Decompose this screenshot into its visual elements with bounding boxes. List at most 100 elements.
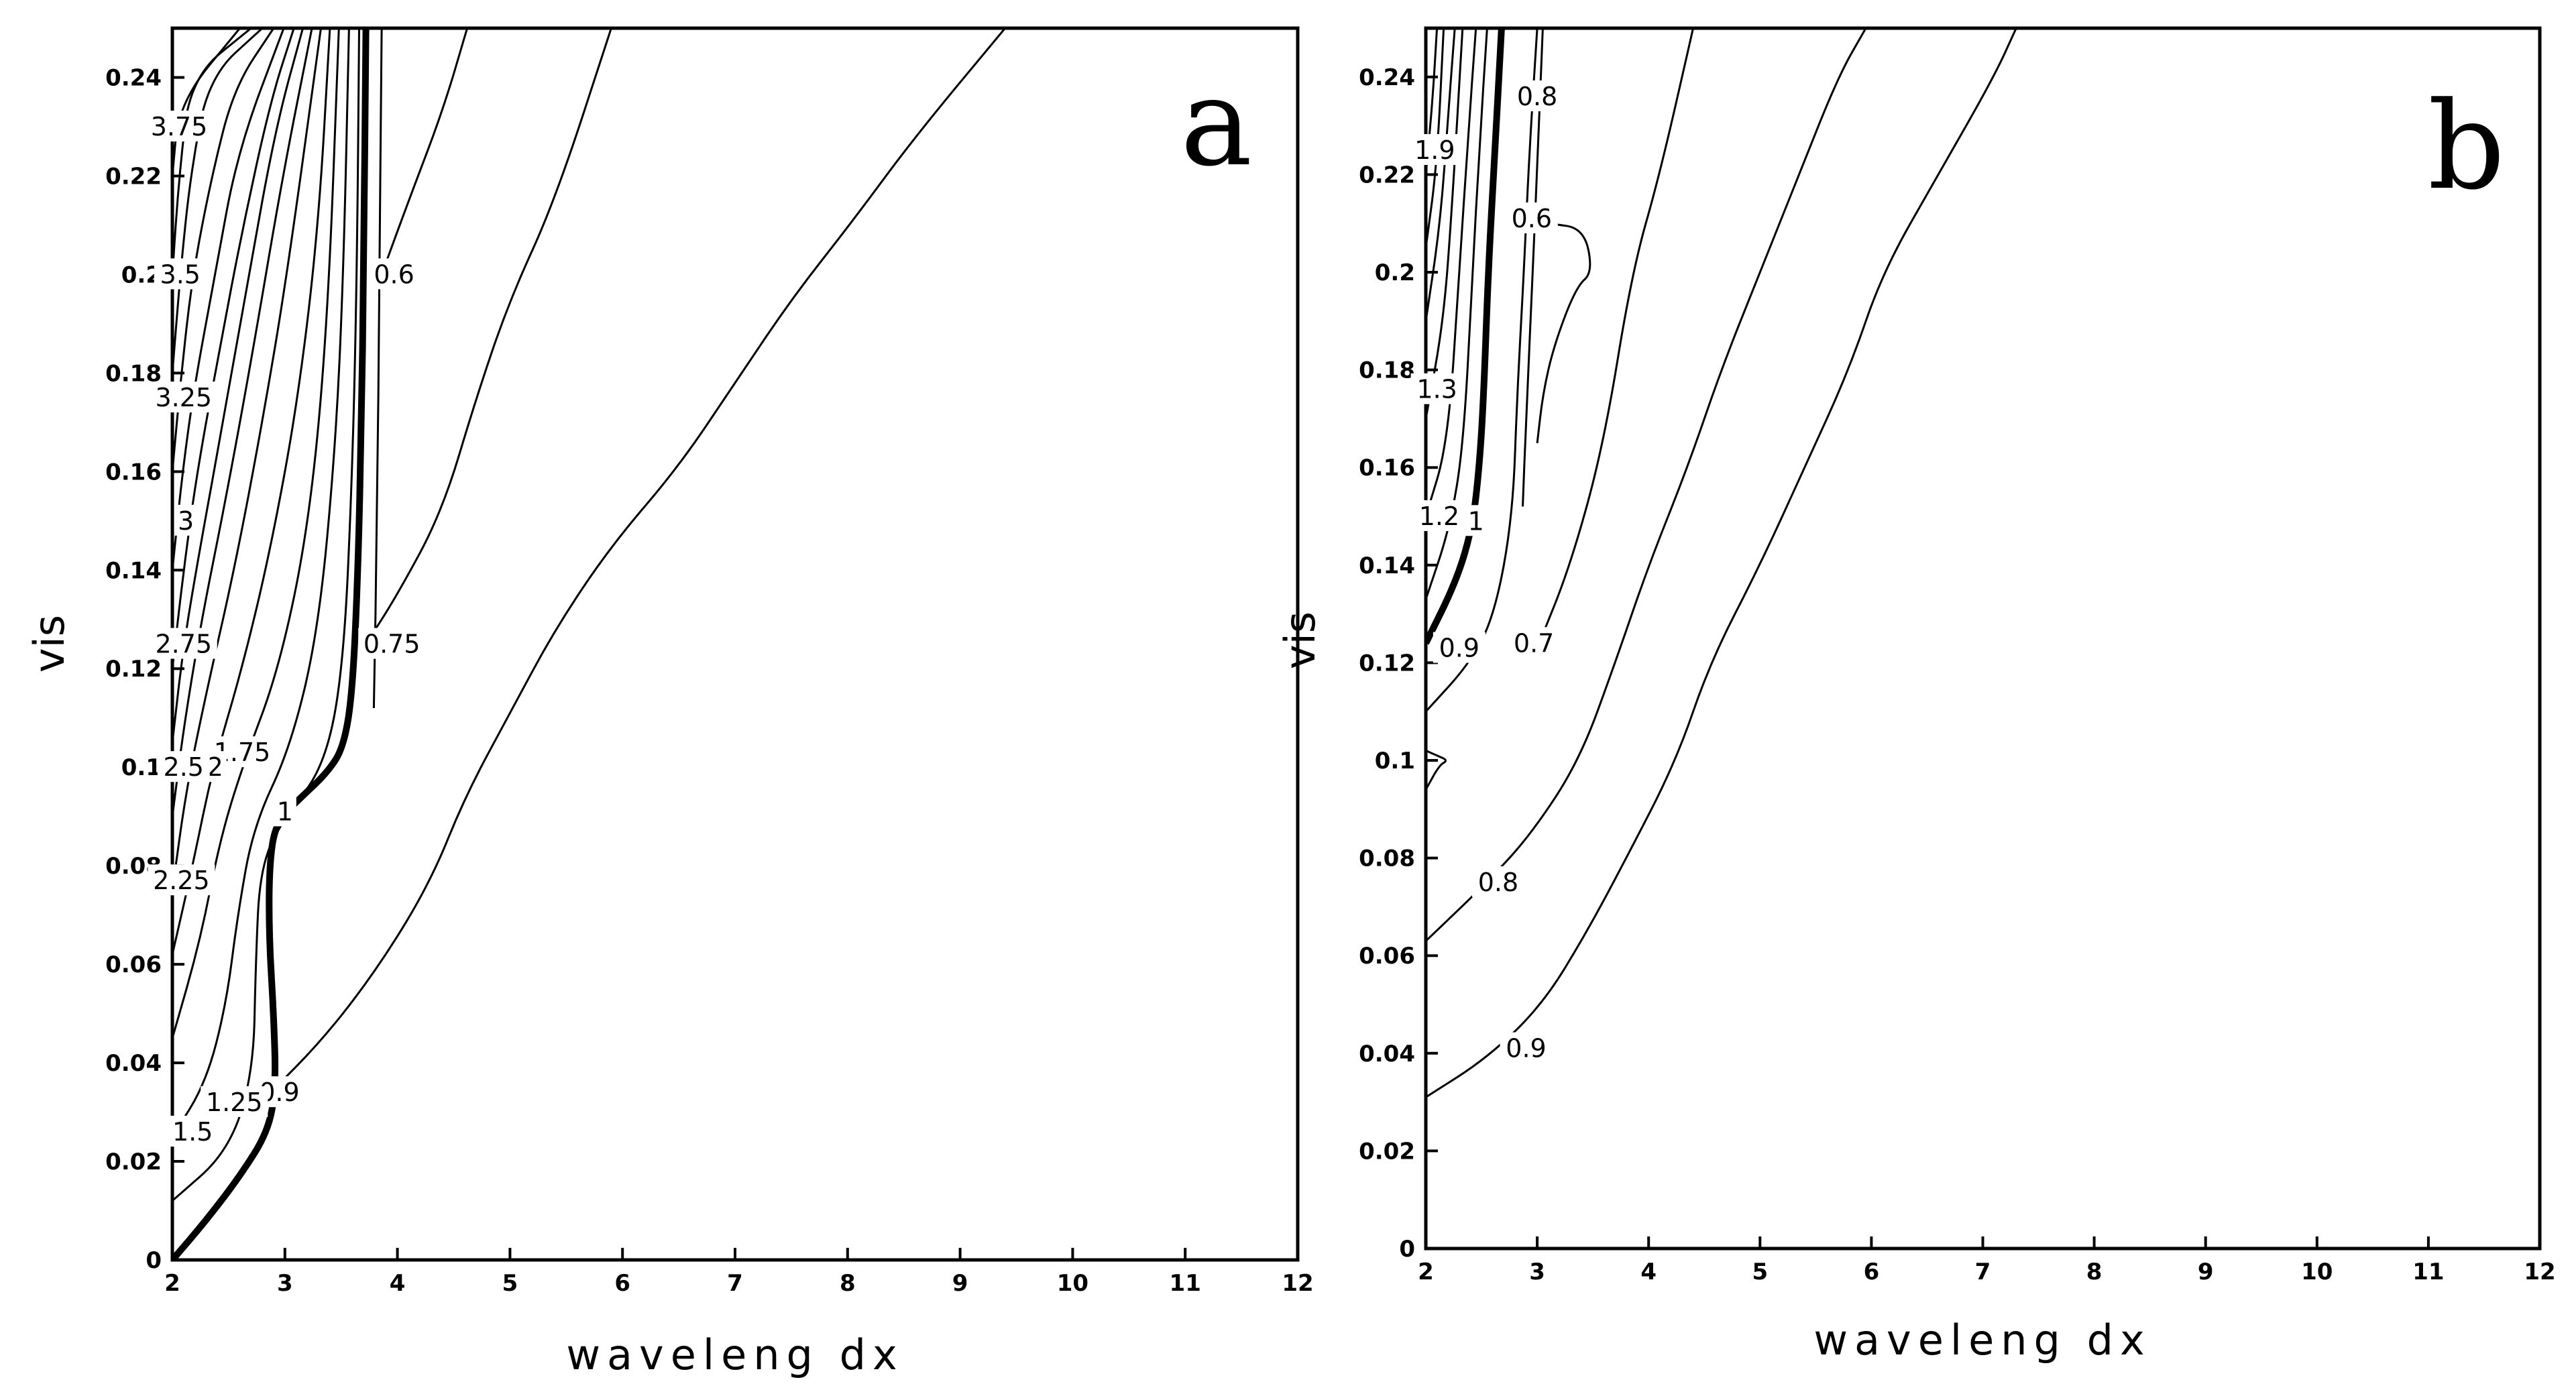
panel-a-contour-label-bg-12 bbox=[174, 504, 198, 536]
panel-b-contour-0.8-inner bbox=[1522, 28, 1544, 507]
panel-b-contours: 1 0.9 0.8 0.7 0.9 0.8 0.6 1.2 1.3 1.9 bbox=[1408, 28, 2017, 1098]
panel-b-x-tick-label-0: 2 bbox=[1418, 1259, 1434, 1285]
panel-b-contour-label-bg-2 bbox=[1471, 866, 1524, 897]
panel-a-contour-label-9: 2.25 bbox=[153, 866, 210, 895]
panel-b-xlabel: waveleng dx bbox=[1813, 1316, 2151, 1365]
panel-b-x-ticks: 2 3 4 5 6 7 8 9 10 11 12 bbox=[1418, 1236, 2556, 1285]
panel-b-y-tick-label-9: 0.18 bbox=[1359, 357, 1415, 384]
panel-a-y-tick-label-8: 0.16 bbox=[105, 459, 162, 485]
panel-b-contour-label-5: 0.8 bbox=[1517, 82, 1557, 111]
panel-a-contour-label-5: 1.25 bbox=[206, 1088, 263, 1117]
panel-a-frame bbox=[170, 26, 1300, 1262]
panel-a-contour-label-bg-9 bbox=[148, 864, 215, 896]
panel-b-contour-label-bg-4 bbox=[1433, 632, 1486, 663]
panel-a-contour-0.9 bbox=[265, 28, 1006, 1098]
panel-a-contour-label-bg-13 bbox=[150, 382, 217, 413]
panel-a-x-tick-label-4: 6 bbox=[614, 1270, 630, 1297]
panel-b-x-tick-label-3: 5 bbox=[1752, 1259, 1768, 1285]
panel-a-x-tick-label-7: 9 bbox=[952, 1270, 968, 1297]
panel-a-y-tick-label-1: 0.02 bbox=[105, 1149, 162, 1175]
panel-b-contour-label-bg-11 bbox=[1408, 134, 1461, 165]
panel-b-contour-label-3: 0.7 bbox=[1514, 628, 1554, 658]
panel-a-contour-label-bg-15 bbox=[146, 110, 213, 141]
panel-b-y-tick-label-5: 0.1 bbox=[1375, 748, 1415, 774]
panel-a-contour-label-2: 0.75 bbox=[363, 630, 421, 659]
panel-a-y-tick-label-6: 0.12 bbox=[105, 656, 162, 683]
panel-b-contour-label-bg-5 bbox=[1511, 80, 1564, 111]
panel-b-contour-label-6: 0.6 bbox=[1512, 204, 1552, 233]
panel-a-contour-0.75 bbox=[365, 28, 612, 645]
panel-b-x-tick-label-8: 10 bbox=[2301, 1259, 2333, 1285]
panel-b-contour-label-8: 1.3 bbox=[1416, 375, 1457, 404]
panel-a-ylabel: vis bbox=[25, 615, 74, 673]
panel-a-contour-label-13: 3.25 bbox=[155, 383, 212, 412]
panel-a-contour-label-bg-10 bbox=[157, 751, 210, 783]
panel-b-y-ticks: 0 0.02 0.04 0.06 0.08 0.1 0.12 0.14 0.16 0.18 0.2 0… bbox=[1359, 64, 1438, 1263]
panel-a-contour-label-14: 3.5 bbox=[160, 259, 201, 289]
panel-b-contour-1.3 bbox=[1426, 28, 1477, 517]
panel-a-y-tick-label-3: 0.06 bbox=[105, 951, 162, 978]
panel-b-contour-label-7: 1.2 bbox=[1419, 502, 1459, 531]
panel-a-x-tick-label-9: 11 bbox=[1170, 1270, 1201, 1297]
panel-a-contour-label-bg-0 bbox=[273, 795, 296, 827]
panel-a-contour-1.5 bbox=[172, 28, 350, 1138]
panel-b-y-tick-label-6: 0.12 bbox=[1359, 650, 1415, 677]
panel-a-y-ticks: 00.020.040.060.080.10.120.140.160.180.20… bbox=[105, 64, 184, 1274]
panel-b-y-tick-label-7: 0.14 bbox=[1359, 553, 1415, 579]
panel-b-contour-1.6 bbox=[1426, 28, 1445, 248]
panel-b: b waveleng dx vis 2 3 4 5 6 7 8 9 10 11 12 0 0.02 0.… bbox=[1276, 26, 2556, 1365]
panel-b-x-tick-label-4: 6 bbox=[1864, 1259, 1880, 1285]
panel-b-y-tick-label-2: 0.04 bbox=[1359, 1041, 1415, 1067]
panel-b-y-tick-label-0: 0 bbox=[1399, 1236, 1415, 1263]
panel-b-x-tick-label-2: 4 bbox=[1640, 1259, 1657, 1285]
panel-a-x-tick-label-6: 8 bbox=[840, 1270, 856, 1297]
panel-a: a waveleng dx vis 2 3 4 5 6 7 8 9 10 11 12 0 0.02 0.… bbox=[25, 26, 1314, 1379]
panel-b-contour-1 bbox=[1426, 28, 1505, 645]
panel-a-contour-label-12: 3 bbox=[178, 506, 194, 536]
panel-a-contour-label-11: 2.75 bbox=[155, 630, 212, 659]
panel-b-frame bbox=[1424, 26, 2542, 1251]
panel-a-x-tick-label-3: 5 bbox=[502, 1270, 518, 1297]
panel-a-contour-label-bg-5 bbox=[201, 1086, 268, 1117]
panel-a-letter: a bbox=[1180, 53, 1252, 193]
panel-a-contour-0.6-inner bbox=[372, 28, 383, 709]
panel-b-letter: b bbox=[2428, 76, 2505, 217]
panel-b-contour-1.7 bbox=[1426, 28, 1439, 175]
panel-a-x-ticks: 2 3 4 5 6 7 8 9 10 11 12 bbox=[164, 1248, 1314, 1297]
panel-b-x-tick-label-10: 12 bbox=[2524, 1259, 2555, 1285]
panel-b-contour-0.7 bbox=[1536, 28, 1695, 649]
panel-b-y-tick-label-8: 0.16 bbox=[1359, 455, 1415, 481]
panel-b-y-tick-label-1: 0.02 bbox=[1359, 1138, 1415, 1165]
panel-b-contour-label-bg-3 bbox=[1508, 627, 1561, 658]
panel-b-x-tick-label-7: 9 bbox=[2198, 1259, 2214, 1285]
panel-a-x-tick-label-0: 2 bbox=[164, 1270, 180, 1297]
panel-a-y-tick-label-0: 0 bbox=[146, 1247, 162, 1274]
panel-a-x-tick-label-5: 7 bbox=[727, 1270, 743, 1297]
panel-b-y-tick-label-10: 0.2 bbox=[1375, 259, 1415, 286]
panel-a-contour-2.25 bbox=[172, 28, 322, 891]
panel-b-contour-0.8 bbox=[1426, 28, 1867, 942]
panel-b-contour-0.9 bbox=[1426, 28, 2017, 1098]
panel-b-contour-0.95-loop bbox=[1426, 750, 1447, 791]
panel-a-contour-label-6: 1.5 bbox=[172, 1117, 213, 1147]
panel-a-contour-label-bg-3 bbox=[368, 258, 421, 290]
panel-a-y-tick-label-11: 0.22 bbox=[105, 163, 162, 190]
panel-b-contour-label-bg-7 bbox=[1412, 500, 1465, 531]
panel-b-contour-label-0: 1 bbox=[1468, 506, 1484, 536]
panel-b-y-tick-label-11: 0.22 bbox=[1359, 162, 1415, 188]
panel-a-contour-1.75 bbox=[172, 28, 340, 1039]
panel-a-contours: 10.90.750.61.251.51.7522.252.52.7533.253… bbox=[146, 28, 1006, 1260]
panel-b-y-tick-label-12: 0.24 bbox=[1359, 64, 1415, 91]
panel-a-contour-2 bbox=[172, 28, 331, 955]
panel-a-contour-label-bg-14 bbox=[154, 258, 207, 290]
panel-a-contour-0.6 bbox=[380, 28, 469, 275]
panel-a-y-tick-label-5: 0.1 bbox=[121, 754, 162, 781]
panel-b-contour-1.4 bbox=[1426, 28, 1464, 419]
panel-a-y-tick-label-12: 0.24 bbox=[105, 64, 162, 91]
panel-a-y-tick-label-7: 0.14 bbox=[105, 557, 162, 584]
panel-a-contour-label-10: 2.5 bbox=[164, 752, 204, 782]
panel-b-contour-1.2 bbox=[1426, 28, 1488, 600]
panel-b-y-tick-label-4: 0.08 bbox=[1359, 846, 1415, 872]
panel-a-xlabel: waveleng dx bbox=[566, 1330, 903, 1379]
